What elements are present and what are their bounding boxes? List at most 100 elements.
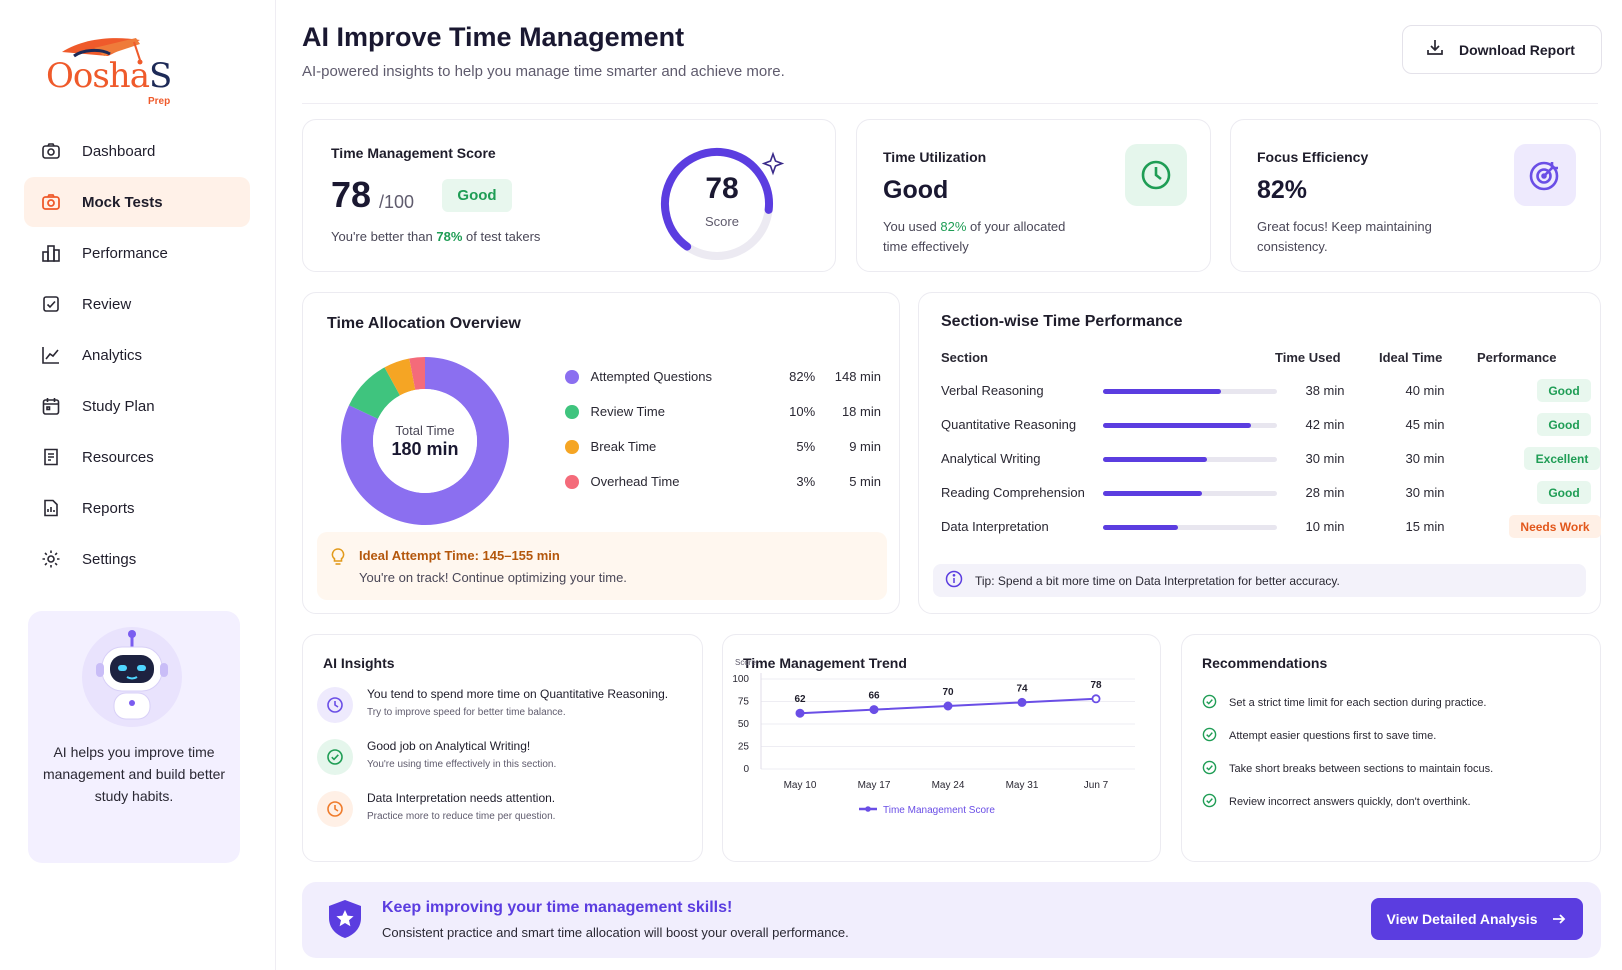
sidebar-item-resources[interactable]: Resources [24, 432, 250, 482]
check-circle-icon [1202, 727, 1217, 745]
list-item: Data Interpretation needs attention. Pra… [317, 791, 697, 835]
sidebar-item-mock-tests[interactable]: Mock Tests [24, 177, 250, 227]
download-icon [1425, 37, 1445, 62]
camera-icon [40, 140, 62, 162]
recommendation-text: Attempt easier questions first to save t… [1229, 730, 1437, 742]
sidebar-item-label: Resources [82, 448, 154, 466]
sidebar-item-label: Dashboard [82, 142, 156, 160]
time-used: 42 min [1305, 417, 1345, 432]
section-name: Verbal Reasoning [941, 383, 1044, 398]
legend-label: Review Time [590, 404, 665, 419]
legend-minutes: 18 min [841, 404, 881, 419]
donut-slice-3 [409, 357, 425, 390]
time-bar-fill [1103, 525, 1178, 530]
sidebar-item-performance[interactable]: Performance [24, 228, 250, 278]
ai-card-text: AI helps you improve time management and… [42, 744, 226, 804]
ideal-time: 40 min [1405, 383, 1445, 398]
banner-subtitle: Consistent practice and smart time alloc… [382, 925, 849, 940]
allocation-legend: Attempted Questions 82% 148 min Review T… [565, 359, 881, 499]
data-point [795, 708, 805, 718]
legend-row: Overhead Time 3% 5 min [565, 464, 881, 499]
sidebar: OoshaS Prep Dashboard Mock Tests Perform… [0, 0, 276, 970]
sidebar-item-study-plan[interactable]: Study Plan [24, 381, 250, 431]
ideal-attempt-title: Ideal Attempt Time: 145–155 min [359, 548, 560, 563]
legend-label: Break Time [590, 439, 657, 454]
column-header-performance: Performance [1477, 350, 1557, 365]
y-tick-label: 50 [738, 719, 750, 730]
cta-label: View Detailed Analysis [1386, 911, 1538, 927]
recommendation-text: Review incorrect answers quickly, don't … [1229, 796, 1471, 808]
ideal-time: 15 min [1405, 519, 1445, 534]
list-item: Set a strict time limit for each section… [1202, 693, 1592, 713]
report-icon [40, 497, 62, 519]
download-report-button[interactable]: Download Report [1402, 25, 1602, 74]
view-detailed-analysis-button[interactable]: View Detailed Analysis [1371, 898, 1583, 940]
card-title: Time Management Trend [743, 655, 907, 671]
sidebar-item-review[interactable]: Review [24, 279, 250, 329]
x-tick-label: Jun 7 [1084, 780, 1109, 791]
donut-slice-0 [341, 357, 509, 525]
logo-sub: Prep [148, 96, 171, 107]
logo-text: OoshaS [46, 56, 172, 96]
legend-percent: 3% [796, 474, 816, 489]
y-tick-label: 75 [738, 697, 750, 708]
time-utilization-card: Time Utilization Good You used 82% of yo… [856, 119, 1211, 272]
sidebar-item-analytics[interactable]: Analytics [24, 330, 250, 380]
header-divider [302, 103, 1598, 104]
list-item: Attempt easier questions first to save t… [1202, 726, 1592, 746]
page-title: AI Improve Time Management [302, 22, 685, 52]
time-bar [1103, 423, 1277, 428]
column-header-section: Section [941, 350, 988, 365]
legend-dot [565, 369, 579, 384]
line-chart-icon [40, 344, 62, 366]
time-used: 30 min [1305, 451, 1345, 466]
section-performance-card: Section-wise Time Performance Section Ti… [918, 292, 1601, 614]
sidebar-item-label: Analytics [82, 346, 143, 364]
check-circle-icon [1202, 760, 1217, 778]
legend-minutes: 5 min [849, 474, 881, 489]
x-tick-label: May 10 [784, 780, 817, 791]
gauge-value: 78 [705, 172, 739, 205]
focus-note: Great focus! Keep maintaining consistenc… [1257, 219, 1432, 254]
insight-sub: You're using time effectively in this se… [367, 759, 557, 770]
card-title: Time Management Score [331, 145, 496, 161]
sidebar-item-settings[interactable]: Settings [24, 534, 250, 584]
data-label: 74 [1016, 683, 1028, 694]
banner-title: Keep improving your time management skil… [382, 899, 733, 916]
target-icon [1514, 144, 1576, 206]
card-title: Time Utilization [883, 149, 987, 165]
card-title: Section-wise Time Performance [941, 313, 1183, 330]
book-icon [40, 446, 62, 468]
recommendation-text: Take short breaks between sections to ma… [1229, 763, 1494, 775]
time-used: 10 min [1305, 519, 1345, 534]
performance-badge: Needs Work [1509, 515, 1601, 538]
column-header-ideal-time: Ideal Time [1379, 350, 1443, 365]
check-circle-icon [1202, 694, 1217, 712]
table-row: Quantitative Reasoning 42 min 45 min Goo… [941, 413, 1591, 437]
time-management-score-card: Time Management Score 78 /100 Good You'r… [302, 119, 836, 272]
legend-minutes: 148 min [834, 369, 881, 384]
tip-text: Tip: Spend a bit more time on Data Inter… [975, 573, 1340, 588]
performance-badge: Good [1537, 481, 1591, 504]
sidebar-item-label: Performance [82, 244, 168, 262]
score-value: 78 [331, 174, 372, 215]
legend-label: Overhead Time [590, 474, 680, 489]
robot-icon [82, 627, 182, 727]
sparkle-icon [761, 151, 785, 176]
legend-minutes: 9 min [849, 439, 881, 454]
gear-icon [40, 548, 62, 570]
y-axis-label: Score [735, 658, 756, 667]
gauge-label: Score [705, 214, 739, 229]
donut-slice-1 [348, 367, 400, 419]
info-icon [945, 570, 963, 591]
recommendations-card: Recommendations Set a strict time limit … [1181, 634, 1601, 862]
sidebar-item-dashboard[interactable]: Dashboard [24, 126, 250, 176]
insight-sub: Practice more to reduce time per questio… [367, 811, 556, 822]
ai-helper-card: AI helps you improve time management and… [28, 611, 240, 863]
sidebar-item-reports[interactable]: Reports [24, 483, 250, 533]
legend-percent: 5% [796, 439, 816, 454]
check-circle-icon [317, 739, 353, 775]
insight-title: Data Interpretation needs attention. [367, 791, 556, 805]
legend-marker [865, 806, 871, 812]
logo[interactable]: OoshaS Prep [44, 34, 184, 110]
